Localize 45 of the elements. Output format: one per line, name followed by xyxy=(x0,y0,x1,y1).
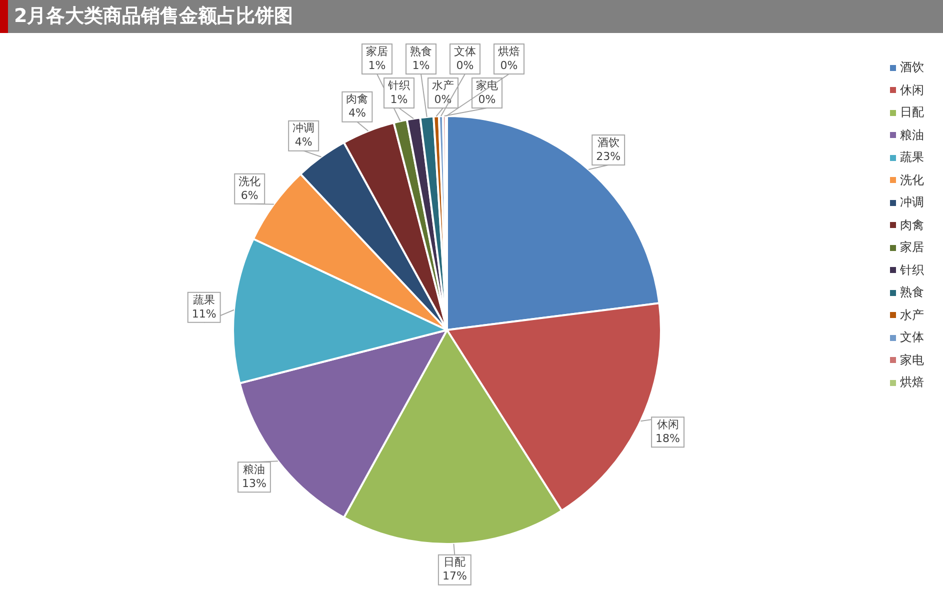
slice-label: 洗化 xyxy=(238,174,261,188)
slice-label: 文体 xyxy=(454,44,476,58)
legend-label: 冲调 xyxy=(899,194,924,211)
slice-label: 水产 xyxy=(432,78,454,92)
legend-label: 烘焙 xyxy=(899,374,924,391)
data-label: 6% xyxy=(240,188,258,202)
data-label: 1% xyxy=(368,58,386,72)
slice-label: 蔬果 xyxy=(193,293,216,306)
slice-label: 熟食 xyxy=(410,44,432,58)
data-label: 1% xyxy=(390,92,408,106)
data-label: 0% xyxy=(478,92,496,106)
data-label: 0% xyxy=(456,58,474,72)
slice-label: 烘焙 xyxy=(498,44,520,58)
legend-label: 酒饮 xyxy=(899,59,924,76)
legend-label: 针织 xyxy=(899,262,924,278)
data-label: 13% xyxy=(242,476,266,490)
slice-label: 粮油 xyxy=(243,462,266,476)
legend-label: 家居 xyxy=(899,239,924,256)
legend-label: 蔬果 xyxy=(899,149,924,166)
legend-label: 文体 xyxy=(899,329,924,346)
data-label: 1% xyxy=(412,58,430,72)
legend-label: 日配 xyxy=(899,104,924,121)
slice-label: 冲调 xyxy=(292,122,315,135)
data-label: 0% xyxy=(500,58,518,72)
data-label: 18% xyxy=(656,432,680,446)
legend-label: 休闲 xyxy=(899,82,924,98)
data-label: 4% xyxy=(348,106,366,120)
chart-title: 2月各大类商品销售金额占比饼图 xyxy=(0,0,943,33)
data-label: 4% xyxy=(294,136,312,149)
slice-label: 家居 xyxy=(366,44,388,58)
legend-label: 家电 xyxy=(899,352,924,368)
legend-label: 水产 xyxy=(899,306,924,324)
data-label: 0% xyxy=(434,92,452,106)
slice-label: 日配 xyxy=(444,556,466,569)
slice-label: 针织 xyxy=(387,78,410,92)
legend-label: 洗化 xyxy=(899,172,924,188)
data-label: 17% xyxy=(442,570,467,583)
legend-label: 熟食 xyxy=(899,284,924,301)
slice-label: 肉禽 xyxy=(346,92,368,106)
slice-label: 酒饮 xyxy=(597,136,620,149)
legend-label: 肉禽 xyxy=(899,216,924,234)
slice-label: 休闲 xyxy=(656,418,679,432)
data-label: 23% xyxy=(596,150,621,163)
legend-label: 粮油 xyxy=(899,126,924,144)
data-label: 11% xyxy=(192,307,216,320)
